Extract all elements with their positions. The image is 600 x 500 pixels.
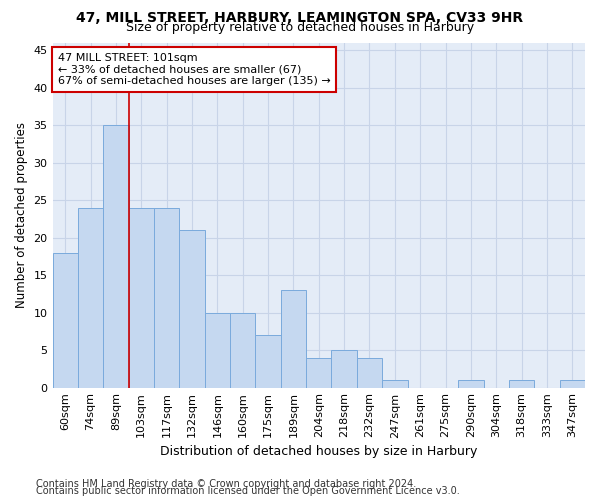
Bar	[509, 380, 534, 388]
Text: Contains public sector information licensed under the Open Government Licence v3: Contains public sector information licen…	[36, 486, 460, 496]
Y-axis label: Number of detached properties: Number of detached properties	[15, 122, 28, 308]
Bar	[53, 252, 78, 388]
Bar	[103, 125, 128, 388]
Bar	[382, 380, 407, 388]
Bar	[128, 208, 154, 388]
X-axis label: Distribution of detached houses by size in Harbury: Distribution of detached houses by size …	[160, 444, 478, 458]
Bar	[331, 350, 357, 388]
Text: 47, MILL STREET, HARBURY, LEAMINGTON SPA, CV33 9HR: 47, MILL STREET, HARBURY, LEAMINGTON SPA…	[76, 11, 524, 25]
Text: 47 MILL STREET: 101sqm
← 33% of detached houses are smaller (67)
67% of semi-det: 47 MILL STREET: 101sqm ← 33% of detached…	[58, 53, 331, 86]
Bar	[230, 312, 256, 388]
Bar	[78, 208, 103, 388]
Bar	[306, 358, 331, 388]
Bar	[256, 335, 281, 388]
Text: Size of property relative to detached houses in Harbury: Size of property relative to detached ho…	[126, 21, 474, 34]
Bar	[179, 230, 205, 388]
Bar	[458, 380, 484, 388]
Text: Contains HM Land Registry data © Crown copyright and database right 2024.: Contains HM Land Registry data © Crown c…	[36, 479, 416, 489]
Bar	[357, 358, 382, 388]
Bar	[154, 208, 179, 388]
Bar	[205, 312, 230, 388]
Bar	[281, 290, 306, 388]
Bar	[560, 380, 585, 388]
